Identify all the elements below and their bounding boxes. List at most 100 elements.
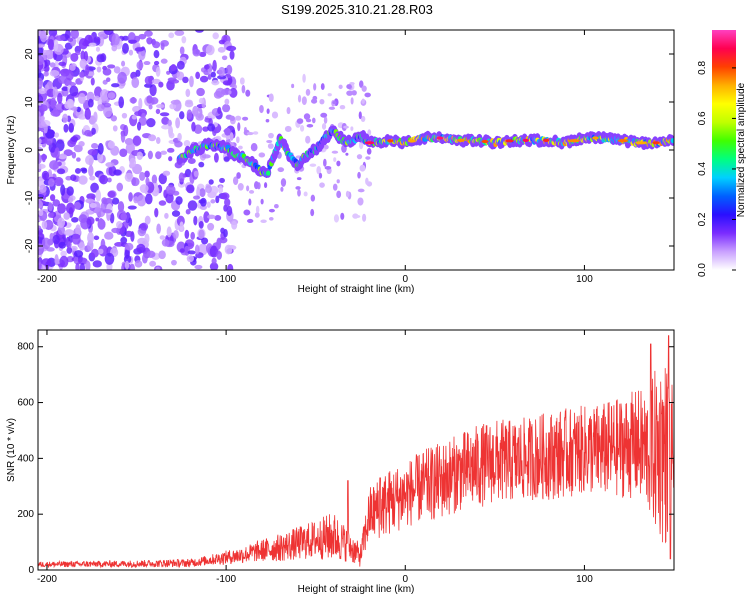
spectrogram-noise-blob [90,248,99,258]
spectrogram-noise-blob [118,96,125,109]
spectrogram-noise-blob [41,49,51,56]
spectrogram-noise-blob [229,132,234,141]
spectrogram-noise-blob [212,32,219,40]
spectrogram-noise-blob [99,174,108,185]
spectrogram-noise-blob [169,103,177,110]
colorbar-tick-label: 0.0 [697,263,708,277]
spectrogram-noise-blob [95,46,101,52]
spectrogram-noise-blob [138,33,147,40]
spectrogram-noise-blob [52,86,58,99]
spectrogram-noise-blob [75,262,80,270]
spectrogram-noise-blob [117,71,127,84]
spectrogram-noise-blob [55,35,66,42]
spectrogram-noise-blob [102,102,112,108]
spectrogram-noise-blob [38,55,45,66]
spectrogram-noise-blob [38,225,42,231]
spectrogram-noise-blob [58,61,67,66]
spectrogram-noise-blob [179,46,185,55]
spectrogram-noise-blob [231,220,238,230]
spectrogram-noise-blob [50,97,57,109]
spectrogram-noise-blob [79,262,86,270]
spectrogram-noise-blob [179,248,185,253]
spectrogram-noise-blob [366,148,372,155]
spectrogram-noise-blob [220,88,231,96]
spectrogram-noise-blob [144,215,151,225]
spectrogram-noise-blob [110,115,118,122]
spectrogram-noise-blob [332,183,338,191]
spectrogram-noise-blob [160,150,168,155]
spectrogram-ridge-peak [568,139,580,143]
spectrogram-noise-blob [195,30,204,33]
spectrogram-noise-blob [59,255,69,268]
spectrogram-noise-blob [109,212,115,224]
spectrogram-noise-blob [56,168,66,175]
spectrogram-noise-blob [93,111,98,123]
spectrogram-noise-blob [38,43,45,48]
spectrogram-noise-blob [316,165,322,175]
spectrogram-noise-blob [96,54,105,63]
spectrogram-noise-blob [224,244,233,255]
spectrogram-noise-blob [212,59,217,72]
spectrogram-noise-blob [338,84,343,90]
spectrogram-noise-blob [149,260,157,267]
spectrogram-noise-blob [174,30,185,36]
spectrogram-noise-blob [195,71,201,80]
y-tick-label: 200 [17,509,34,520]
spectrogram-noise-blob [138,98,143,110]
snr-marks [38,335,674,569]
spectrogram-noise-blob [66,255,75,263]
spectrogram-noise-blob [148,104,153,110]
spectrogram-noise-blob [210,199,216,204]
spectrogram-x-axis-label: Height of straight line (km) [298,284,415,295]
spectrogram-noise-blob [168,156,173,162]
spectrogram-noise-blob [199,188,206,198]
spectrogram-noise-blob [71,233,81,245]
spectrogram-noise-blob [65,70,74,81]
spectrogram-noise-blob [168,132,175,139]
spectrogram-noise-blob [123,254,132,264]
y-tick-label: 800 [17,342,34,353]
spectrogram-noise-blob [280,178,287,187]
spectrogram-noise-blob [207,222,215,231]
spectrogram-noise-blob [160,42,165,51]
spectrogram-ridge-peak [635,141,648,145]
spectrogram-noise-blob [80,50,86,61]
spectrogram-noise-blob [303,191,308,197]
spectrogram-noise-blob [70,136,79,143]
spectrogram-noise-blob [155,151,162,160]
spectrogram-noise-blob [209,262,219,270]
spectrogram-noise-blob [224,198,231,207]
spectrogram-noise-blob [165,192,174,204]
y-tick-label: 600 [17,398,34,409]
spectrogram-noise-blob [56,103,62,110]
spectrogram-noise-blob [156,103,165,109]
spectrogram-noise-blob [291,83,295,89]
spectrogram-noise-blob [41,220,48,230]
spectrogram-noise-blob [98,217,104,227]
spectrogram-noise-blob [57,92,63,104]
spectrogram-noise-blob [214,215,222,221]
spectrogram-noise-blob [199,75,209,83]
spectrogram-noise-blob [143,61,151,66]
spectrogram-noise-blob [134,47,145,52]
spectrogram-noise-blob [255,205,260,214]
y-tick-label: 20 [24,48,35,60]
spectrogram-noise-blob [140,222,149,231]
spectrogram-noise-blob [124,230,134,238]
spectrogram-noise-blob [228,90,232,95]
spectrogram-noise-blob [364,92,371,98]
spectrogram-ridge-cell [670,137,674,144]
spectrogram-noise-blob [105,162,115,168]
spectrogram-noise-blob [265,119,270,123]
spectrogram-noise-blob [58,241,67,249]
spectrogram-noise-blob [137,200,144,207]
spectrogram-noise-blob [87,232,94,244]
spectrogram-noise-blob [246,185,250,192]
spectrogram-noise-blob [75,224,81,237]
colorbar-tick-label: 0.4 [697,162,708,176]
spectrogram-noise-blob [165,184,176,195]
y-tick-label: 10 [24,96,35,108]
spectrogram-noise-blob [134,260,143,268]
spectrogram-noise-blob [323,116,328,124]
